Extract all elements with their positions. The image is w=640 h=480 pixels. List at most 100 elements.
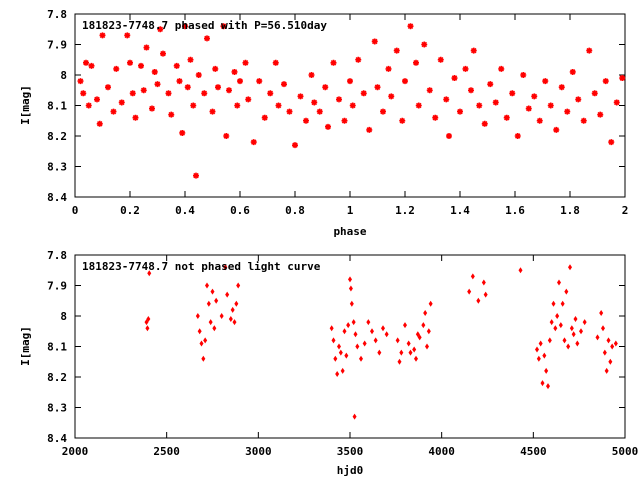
unphased-data-point xyxy=(212,325,217,332)
unphased-data-point xyxy=(205,282,209,289)
unphased-y-tick-label: 8.1 xyxy=(47,341,67,354)
unphased-data-point xyxy=(203,337,208,344)
unphased-data-point xyxy=(568,264,572,271)
unphased-data-point xyxy=(613,340,618,347)
phased-data-point xyxy=(608,139,615,146)
unphased-data-point xyxy=(483,291,488,298)
phased-data-point xyxy=(451,75,458,82)
unphased-data-point xyxy=(601,325,605,332)
phased-data-point xyxy=(509,90,516,97)
phased-data-point xyxy=(374,84,381,91)
phased-data-point xyxy=(195,72,202,78)
phased-x-tick-label: 1.4 xyxy=(450,204,470,217)
unphased-y-tick-label: 8.4 xyxy=(47,432,67,445)
unphased-data-point xyxy=(423,309,428,316)
phased-x-tick-labels: 0 0.2 0.4 0.6 0.8 1 1.2 1.4 1.6 1.8 2 xyxy=(72,14,629,217)
unphased-data-point xyxy=(377,349,382,356)
phased-data-point xyxy=(426,87,433,94)
phased-y-tick-label: 8.1 xyxy=(47,100,67,113)
unphased-data-point xyxy=(557,279,561,286)
phased-data-point xyxy=(468,87,474,94)
unphased-x-tick-label: 5000 xyxy=(612,445,639,458)
phased-data-point xyxy=(586,47,593,54)
unphased-data-point xyxy=(349,300,354,307)
phased-data-point xyxy=(487,81,494,88)
phased-data-point xyxy=(127,59,133,66)
phased-data-point xyxy=(569,68,576,75)
phased-data-point xyxy=(597,111,604,118)
unphased-data-point xyxy=(547,337,552,344)
phased-x-tick-label: 1 xyxy=(347,204,354,217)
phased-data-point xyxy=(619,75,626,82)
phased-data-point xyxy=(286,108,293,115)
unphased-x-tick-label: 2500 xyxy=(153,445,180,458)
unphased-data-point xyxy=(208,319,213,326)
phased-data-point xyxy=(602,78,609,85)
phased-data-point xyxy=(407,23,414,30)
phased-x-tick-label: 0.6 xyxy=(230,204,250,217)
unphased-data-point xyxy=(366,319,371,326)
phased-y-tick-label: 8 xyxy=(60,69,67,82)
unphased-data-point xyxy=(195,313,200,319)
unphased-data-point xyxy=(232,319,237,326)
phased-data-point xyxy=(432,114,439,121)
phased-data-point xyxy=(226,87,232,94)
unphased-x-tick-labels: 2000 2500 3000 3500 4000 4500 5000 xyxy=(62,255,639,458)
phased-data-point xyxy=(402,78,408,85)
phased-plot-title: 181823-7748.7 phased with P=56.510day xyxy=(82,19,327,32)
unphased-data-point xyxy=(558,322,563,329)
phased-x-tick-label: 2 xyxy=(622,204,629,217)
phased-data-points xyxy=(77,23,626,179)
phased-data-point xyxy=(160,50,166,57)
unphased-plot-title: 181823-7748.7 not phased light curve xyxy=(82,260,321,273)
phased-data-point xyxy=(536,117,543,124)
phased-y-axis-label: I[mag] xyxy=(19,85,32,125)
phased-x-tick-label: 0.4 xyxy=(175,204,195,217)
unphased-x-tick-label: 4000 xyxy=(428,445,455,458)
phased-data-point xyxy=(336,96,342,103)
phased-data-point xyxy=(341,117,348,124)
phased-data-point xyxy=(245,96,252,103)
unphased-data-point xyxy=(595,334,600,341)
unphased-data-point xyxy=(373,337,378,344)
unphased-x-axis-label: hjd0 xyxy=(337,464,364,477)
unphased-data-point xyxy=(606,337,611,344)
unphased-y-tick-label: 8.2 xyxy=(47,371,67,384)
unphased-y-tick-label: 8.3 xyxy=(47,402,67,415)
unphased-x-tick-label: 3000 xyxy=(245,445,272,458)
phased-data-point xyxy=(231,68,238,75)
phased-data-point xyxy=(220,23,227,30)
phased-x-tick-label: 1.6 xyxy=(505,204,525,217)
phased-data-point xyxy=(399,117,406,124)
phased-data-point xyxy=(124,32,131,39)
unphased-data-point xyxy=(575,340,580,347)
unphased-data-point xyxy=(421,322,426,329)
unphased-x-tick-label: 4500 xyxy=(520,445,547,458)
unphased-data-point xyxy=(329,325,334,332)
unphased-data-point xyxy=(604,367,609,374)
phased-data-point xyxy=(520,72,527,78)
phased-data-point xyxy=(165,90,172,97)
phased-x-axis-label: phase xyxy=(333,225,366,238)
phased-data-point xyxy=(322,84,329,91)
phased-data-point xyxy=(531,93,538,100)
unphased-data-point xyxy=(346,322,351,329)
phased-data-point xyxy=(325,123,331,130)
unphased-data-point xyxy=(359,355,363,362)
phased-y-tick-label: 8.3 xyxy=(47,161,67,174)
unphased-data-points xyxy=(144,264,618,420)
unphased-data-point xyxy=(344,352,349,359)
phased-data-point xyxy=(388,93,395,100)
phased-data-point xyxy=(154,81,161,88)
phased-data-point xyxy=(77,78,84,85)
phased-data-point xyxy=(580,117,587,124)
phased-data-point xyxy=(132,114,139,121)
unphased-data-point xyxy=(579,328,583,335)
unphased-data-point xyxy=(546,383,550,390)
unphased-data-point xyxy=(340,367,345,374)
phased-data-point xyxy=(525,105,532,112)
unphased-data-point xyxy=(481,279,486,286)
unphased-data-point xyxy=(234,300,239,307)
phased-data-point xyxy=(187,56,194,63)
phased-data-point xyxy=(113,65,120,72)
